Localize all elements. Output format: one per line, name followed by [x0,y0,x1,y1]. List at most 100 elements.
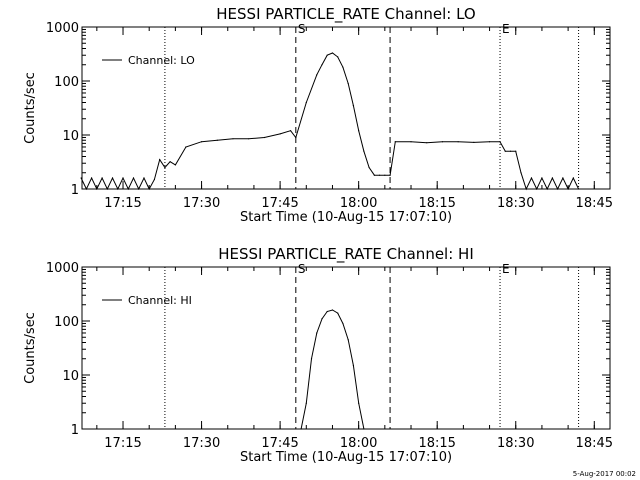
panel-2-x-tick-label: 18:00 [340,436,377,451]
panel-2-data-point [316,332,318,334]
panel-1-data-point [488,141,491,143]
panel-1-data-point [331,52,334,54]
panel-1-y-tick-label: 10 [62,129,79,144]
panel-1-legend-label: Channel: LO [128,54,195,67]
panel-1-data-point [289,130,292,132]
panel-1-data-point [169,161,171,163]
panel-1-x-axis-label: Start Time (10-Aug-15 17:07:10) [240,210,452,225]
panel-1-data-point [279,133,281,135]
panel-1-data-point [337,56,339,58]
panel-1-data-point [232,138,234,140]
panel-1-y-tick-label: 1000 [46,21,79,36]
panel-1-x-tick-label: 18:30 [497,196,534,211]
panel-1-data-point [520,172,522,174]
panel-1-data-point [384,174,386,176]
panel-1-data-point [525,188,527,190]
panel-1-data-point [174,164,176,166]
panel-2-title: HESSI PARTICLE_RATE Channel: HI [218,245,474,264]
panel-1-data-point [91,177,93,179]
panel-1-data-point [122,177,124,179]
panel-1-plot-frame [81,26,611,190]
panel-2-data-point [310,358,313,360]
panel-1-data-point [515,150,517,152]
panel-1-data-point [441,141,444,143]
panel-1-data-point [509,150,512,152]
panel-1-y-tick-label: 1 [71,183,79,198]
panel-1-data-point [504,150,506,152]
panel-1-data-point [352,105,355,107]
panel-1-data-point [363,150,365,152]
panel-1-data-point [373,174,375,176]
panel-1-data-point [80,177,82,179]
panel-2-x-tick-label: 18:15 [418,436,455,451]
panel-1-data-point [132,177,135,179]
panel-2-data-point [358,402,360,404]
panel-1-data-point [263,136,265,139]
panel-1-data-point [557,188,559,190]
panel-2-y-tick-label: 1 [71,423,79,438]
panel-1-data-point [326,54,328,56]
panel-1-data-point [358,130,360,132]
panel-2-y-tick-label: 1000 [46,261,79,276]
panel-1-x-tick-label: 17:30 [183,196,220,211]
panel-2-data-point [331,309,334,311]
panel-2-plot-frame [81,266,611,430]
panel-1-data-point [426,142,428,144]
panel-1-data-point [321,64,323,66]
panel-2-data-point [321,318,323,320]
panel-1-data-point [96,188,98,190]
panel-1-data-point [536,188,538,190]
panel-2-x-tick-label: 17:15 [104,436,141,451]
panel-2-data-point [342,322,344,325]
panel-1-data-point [572,177,574,179]
panel-1-data-point [457,141,459,143]
panel-1-data-point [85,188,87,190]
panel-1-data-point [127,188,129,190]
panel-1-marker-label: S [298,22,306,36]
panel-1-data-point [562,177,564,179]
panel-1-data-point [111,177,114,179]
footer-timestamp: 5-Aug-2017 00:02 [572,470,636,478]
panel-2-data-point [363,428,365,430]
panel-1-data-point [567,188,569,190]
panel-1-data-point [499,141,501,143]
panel-1-data-point [541,177,543,179]
panel-2-legend-label: Channel: HI [128,294,192,307]
panel-1-x-tick-label: 17:45 [261,196,298,211]
panel-1-data-point [379,174,381,176]
panel-1-data-point [143,177,145,179]
panel-2-x-tick-label: 17:45 [261,436,298,451]
panel-1-x-tick-label: 18:45 [576,196,613,211]
panel-1-data-point [316,74,318,76]
panel-1-title: HESSI PARTICLE_RATE Channel: LO [216,5,475,24]
panel-1-x-tick-label: 18:00 [340,196,377,211]
panel-2-data-point [326,310,328,313]
panel-1-series-line [80,52,580,191]
panel-1-x-tick-label: 17:15 [104,196,141,211]
panel-1-data-point [551,177,554,179]
panel-1-data-point [153,178,156,181]
panel-2-x-axis-label: Start Time (10-Aug-15 17:07:10) [240,450,452,465]
panel-2-marker-label: S [298,262,306,276]
panel-2-x-tick-label: 18:45 [576,436,613,451]
panel-2-x-tick-label: 18:30 [497,436,534,451]
panel-2-data-point [347,339,349,341]
panel-1-data-point [164,166,166,169]
panel-2-y-tick-label: 100 [54,315,79,330]
panel-2-x-tick-label: 17:30 [183,436,220,451]
panel-1-data-point [117,188,119,190]
panel-1-data-point [368,166,370,169]
panel-1-data-point [248,138,250,140]
panel-1-data-point [389,174,391,176]
panel-1-data-point [305,101,307,104]
panel-1-x-tick-label: 18:15 [418,196,455,211]
panel-2-data-point [352,364,355,367]
panel-1-data-point [185,146,187,148]
panel-1-data-point [394,141,396,143]
panel-1-data-point [159,159,161,161]
panel-2-data-point [305,402,307,404]
panel-1-data-point [295,136,297,139]
panel-1-data-point [200,141,203,143]
panel-2-data-point [300,428,302,430]
